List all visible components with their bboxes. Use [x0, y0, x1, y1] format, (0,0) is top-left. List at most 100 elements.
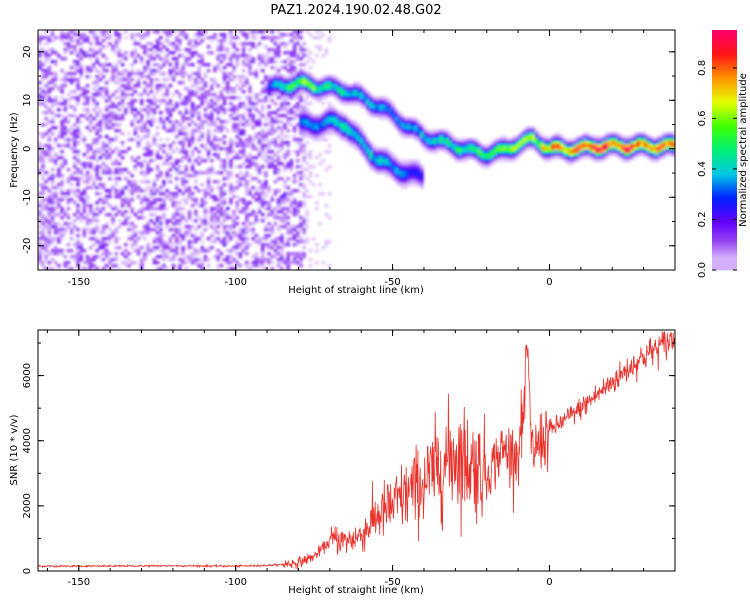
spectrogram-cell: [50, 117, 55, 121]
spectrogram-cell: [245, 78, 249, 82]
spectrogram-cell: [429, 135, 434, 139]
spectrogram-cell: [73, 33, 77, 37]
spectrogram-cell: [541, 141, 545, 145]
spectrogram-cell: [413, 174, 418, 178]
spectrogram-cell: [254, 234, 259, 238]
colorbar-cell: [712, 126, 737, 129]
spectrogram-cell: [585, 135, 590, 139]
spectrogram-cell: [302, 144, 306, 148]
spectrogram-cell: [219, 93, 224, 97]
spectrogram-cell: [283, 216, 287, 220]
spectrogram-cell: [139, 180, 144, 184]
spectrogram-cell: [614, 150, 619, 154]
spectrogram-cell: [225, 51, 230, 55]
spectrogram-cell: [337, 90, 341, 94]
spectrogram-cell: [254, 93, 259, 97]
spectrogram-cell: [467, 156, 472, 160]
spectrogram-cell: [174, 102, 179, 106]
spectrogram-cell: [439, 138, 443, 142]
spectrogram-cell: [101, 147, 106, 151]
spectrogram-cell: [111, 186, 115, 190]
spectrogram-cell: [104, 156, 109, 160]
spectrogram-cell: [331, 75, 335, 79]
spectrogram-cell: [124, 84, 128, 88]
spectrogram-cell: [276, 258, 281, 262]
spectrogram-cell: [146, 165, 150, 169]
spectrogram-cell: [394, 171, 399, 175]
spectrogram-cell: [76, 264, 80, 268]
spectrogram-cell: [280, 144, 284, 148]
spectrogram-cell: [273, 90, 278, 94]
colorbar-cell: [712, 88, 737, 91]
colorbar-cell: [712, 240, 737, 243]
spectrogram-cell: [181, 63, 185, 67]
spectrogram-cell: [44, 198, 48, 202]
spectrogram-cell: [178, 30, 182, 34]
spectrogram-cell: [260, 198, 265, 202]
spectrogram-cell: [241, 42, 246, 46]
spectrogram-cell: [82, 174, 87, 178]
spectrogram-cell: [362, 156, 367, 160]
spectrogram-cell: [146, 204, 150, 208]
spectrogram-cell: [136, 135, 141, 139]
spectrogram-cell: [181, 81, 185, 85]
spectrogram-cell: [152, 69, 157, 73]
spectrogram-cell: [190, 93, 195, 97]
spectrogram-cell: [73, 114, 77, 118]
spectrogram-cell: [573, 141, 577, 145]
spectrogram-cell: [273, 48, 278, 52]
spectrogram-cell: [41, 90, 45, 94]
spectrogram-cell: [248, 165, 252, 169]
spectrogram-cell: [159, 156, 163, 160]
spectrogram-cell: [181, 237, 185, 241]
spectrogram-cell: [378, 111, 383, 115]
spectrogram-cell: [401, 159, 405, 163]
spectrogram-cell: [245, 108, 249, 112]
spectrogram-cell: [388, 159, 392, 163]
spectrogram-cell: [200, 99, 205, 103]
spectrogram-cell: [254, 120, 259, 124]
spectrogram-cell: [95, 102, 99, 106]
spectrogram-cell: [41, 228, 45, 232]
spectrogram-cell: [280, 249, 284, 253]
spectrogram-cell: [213, 93, 217, 97]
spectrogram-cell: [245, 81, 249, 85]
spectrogram-cell: [206, 171, 211, 175]
spectrogram-cell: [174, 183, 179, 187]
spectrogram-cell: [152, 30, 157, 34]
spectrogram-cell: [149, 228, 154, 232]
spectrogram-cell: [665, 144, 670, 148]
spectrogram-cell: [222, 225, 227, 229]
spectrogram-cell: [245, 237, 249, 241]
spectrogram-cell: [41, 222, 45, 226]
spectrogram-cell: [190, 198, 195, 202]
spectrogram-cell: [295, 243, 300, 247]
spectrogram-cell: [44, 117, 48, 121]
spectrogram-cell: [311, 90, 316, 94]
spectrogram-cell: [159, 51, 163, 55]
spectrogram-cell: [229, 108, 233, 112]
spectrogram-cell: [178, 96, 182, 100]
spectrogram-cell: [139, 114, 144, 118]
spectrogram-cell: [589, 138, 593, 142]
spectrogram-cell: [50, 168, 55, 172]
spectrogram-cell: [267, 201, 271, 205]
spectrogram-cell: [120, 192, 125, 196]
spectrogram-cell: [171, 195, 176, 199]
spectrogram-cell: [200, 261, 205, 265]
spectrogram-cell: [598, 147, 603, 151]
spectrogram-cell: [85, 255, 90, 259]
spectrogram-cell: [490, 159, 494, 163]
colorbar-cell: [712, 128, 737, 131]
spectrogram-cell: [101, 45, 106, 49]
spectrogram-cell: [509, 150, 513, 154]
spectrogram-cell: [321, 75, 326, 79]
spectrogram-cell: [589, 144, 593, 148]
spectrogram-cell: [413, 180, 418, 184]
spectrogram-cell: [432, 141, 437, 145]
spectrogram-cell: [136, 162, 141, 166]
spectrogram-cell: [200, 60, 205, 64]
spectrogram-cell: [611, 132, 615, 136]
spectrogram-cell: [331, 78, 335, 82]
spectrogram-cell: [321, 111, 326, 115]
